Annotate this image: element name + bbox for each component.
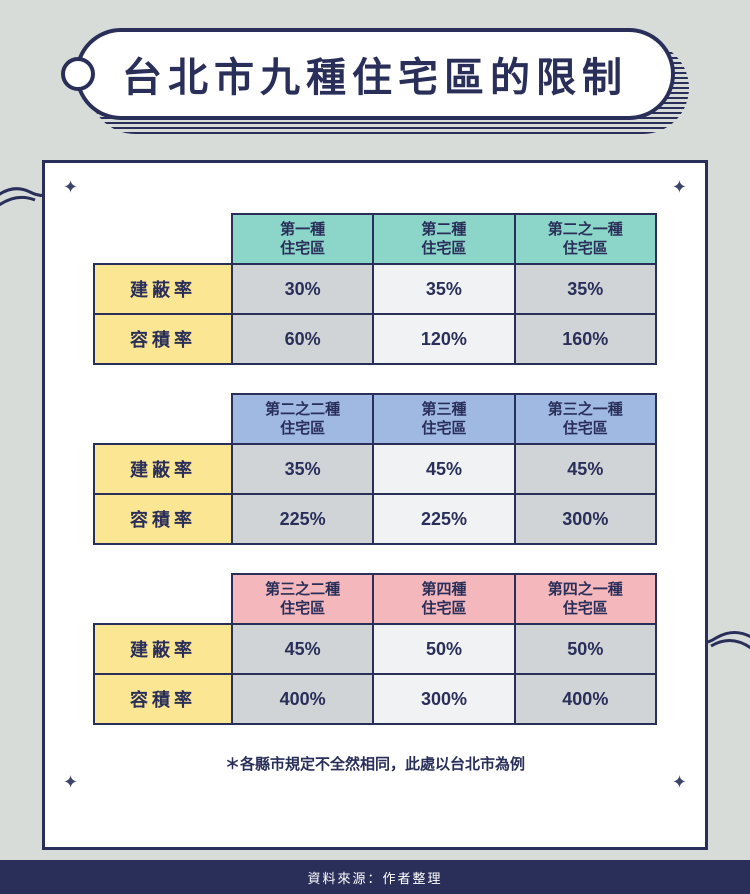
table-corner xyxy=(94,214,232,264)
data-cell: 60% xyxy=(232,314,373,364)
zoning-table-2: 第二之二種住宅區第三種住宅區第三之一種住宅區建蔽率35%45%45%容積率225… xyxy=(93,393,657,545)
zoning-table-1: 第一種住宅區第二種住宅區第二之一種住宅區建蔽率30%35%35%容積率60%12… xyxy=(93,213,657,365)
column-header: 第三種住宅區 xyxy=(373,394,514,444)
column-header: 第三之一種住宅區 xyxy=(515,394,656,444)
column-header: 第二之二種住宅區 xyxy=(232,394,373,444)
zoning-table-3: 第三之二種住宅區第四種住宅區第四之一種住宅區建蔽率45%50%50%容積率400… xyxy=(93,573,657,725)
data-cell: 45% xyxy=(373,444,514,494)
data-cell: 50% xyxy=(373,624,514,674)
table-corner xyxy=(94,574,232,624)
main-panel: ✦ ✦ ✦ ✦ 第一種住宅區第二種住宅區第二之一種住宅區建蔽率30%35%35%… xyxy=(42,160,708,850)
data-cell: 30% xyxy=(232,264,373,314)
row-label: 容積率 xyxy=(94,314,232,364)
data-cell: 300% xyxy=(373,674,514,724)
data-cell: 160% xyxy=(515,314,656,364)
data-cell: 45% xyxy=(515,444,656,494)
row-label: 建蔽率 xyxy=(94,624,232,674)
row-label: 建蔽率 xyxy=(94,444,232,494)
page-title: 台北市九種住宅區的限制 xyxy=(122,45,628,103)
table-corner xyxy=(94,394,232,444)
data-cell: 35% xyxy=(515,264,656,314)
row-label: 容積率 xyxy=(94,674,232,724)
data-cell: 400% xyxy=(232,674,373,724)
data-cell: 225% xyxy=(373,494,514,544)
column-header: 第四種住宅區 xyxy=(373,574,514,624)
data-cell: 225% xyxy=(232,494,373,544)
data-cell: 120% xyxy=(373,314,514,364)
row-label: 容積率 xyxy=(94,494,232,544)
column-header: 第二種住宅區 xyxy=(373,214,514,264)
data-cell: 45% xyxy=(232,624,373,674)
column-header: 第二之一種住宅區 xyxy=(515,214,656,264)
data-cell: 50% xyxy=(515,624,656,674)
data-cell: 300% xyxy=(515,494,656,544)
title-banner: 台北市九種住宅區的限制 xyxy=(75,28,675,120)
footnote: ＊各縣市規定不全然相同，此處以台北市為例 xyxy=(93,753,657,774)
column-header: 第一種住宅區 xyxy=(232,214,373,264)
data-cell: 35% xyxy=(373,264,514,314)
column-header: 第四之一種住宅區 xyxy=(515,574,656,624)
column-header: 第三之二種住宅區 xyxy=(232,574,373,624)
source-footer: 資料來源：作者整理 xyxy=(0,860,750,894)
row-label: 建蔽率 xyxy=(94,264,232,314)
data-cell: 35% xyxy=(232,444,373,494)
data-cell: 400% xyxy=(515,674,656,724)
